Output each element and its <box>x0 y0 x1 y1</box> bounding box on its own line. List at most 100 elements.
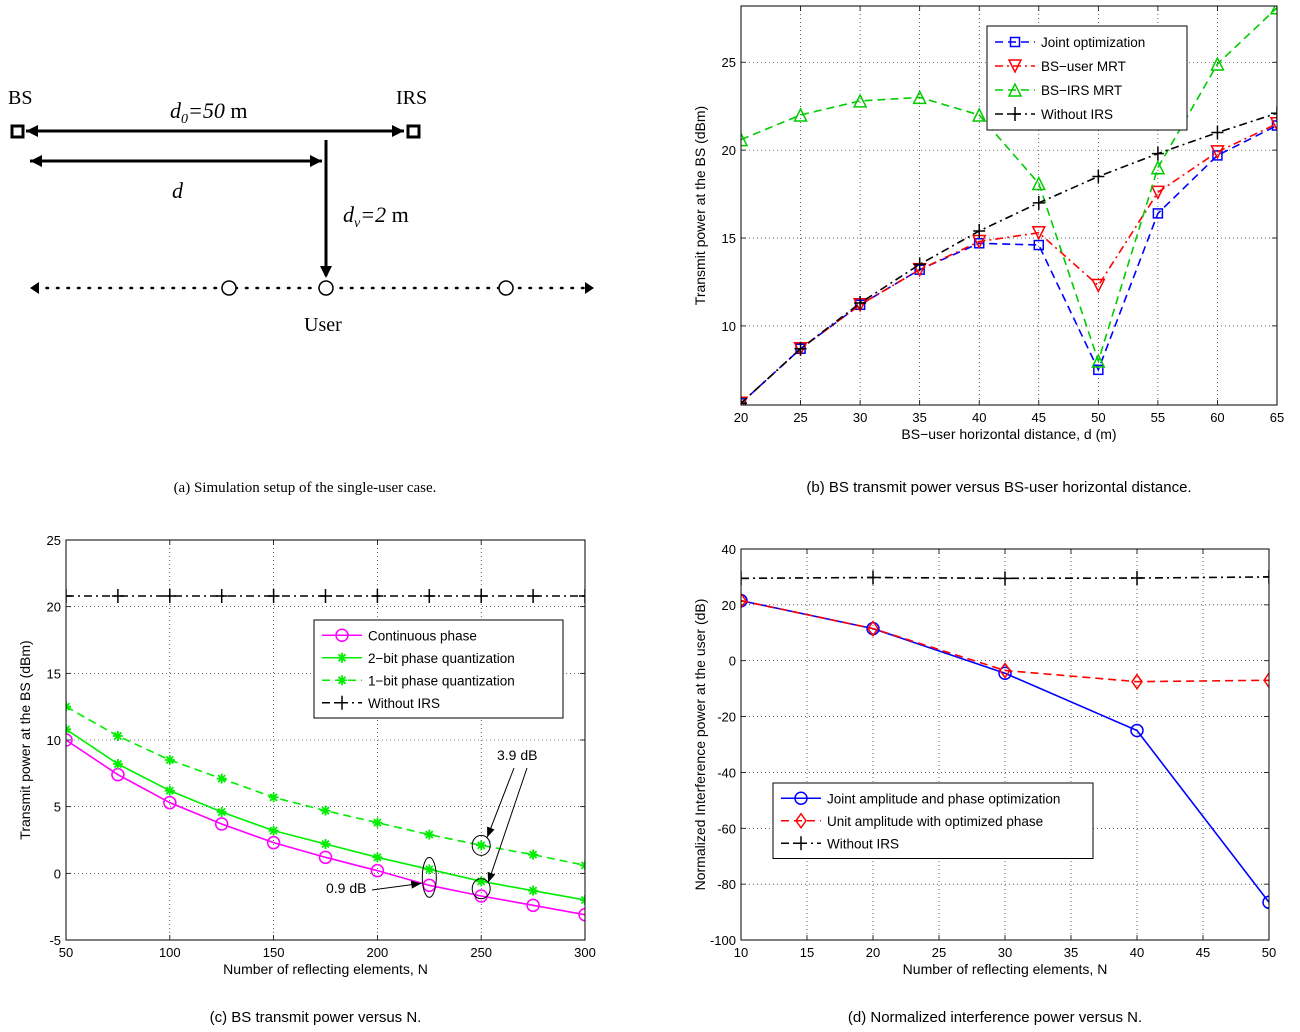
data-point-without-irs <box>1131 571 1143 586</box>
data-point-bs-irs-mrt <box>1031 175 1046 191</box>
d-label: d <box>172 178 184 203</box>
x-tick-label: 60 <box>1210 410 1224 425</box>
data-point-without-irs <box>319 589 332 603</box>
y-tick-label: 25 <box>722 55 736 70</box>
legend-marker-continuous-phase <box>335 628 349 642</box>
bs-label: BS <box>8 87 32 109</box>
data-point-continuous-phase <box>318 850 333 865</box>
data-point-without-irs <box>527 589 540 603</box>
data-point-without-irs <box>1271 106 1277 121</box>
y-tick-label: -100 <box>710 933 736 948</box>
y-tick-label: 20 <box>722 598 736 613</box>
data-point-without-irs <box>267 589 280 603</box>
legend-marker-without-irs <box>1009 107 1021 121</box>
series-1-bit-phase-quantization <box>66 701 585 871</box>
data-point-bs-irs-mrt <box>741 131 749 147</box>
data-point-without-irs <box>1092 169 1105 184</box>
x-tick-label: 65 <box>1270 410 1284 425</box>
y-tick-label: 0 <box>729 654 736 669</box>
data-point-bs-user-mrt <box>1031 225 1046 241</box>
x-tick-label: 50 <box>1091 410 1105 425</box>
data-point-without-irs <box>867 570 879 585</box>
y-tick-label: -5 <box>49 933 61 948</box>
plot-frame <box>65 539 586 941</box>
annotation-ellipse <box>471 878 491 900</box>
data-point-joint-amplitude-and-phase-optimization <box>1130 723 1144 738</box>
y-tick-label: -60 <box>717 821 736 836</box>
data-point-without-irs <box>854 296 867 311</box>
data-point-1-bit-phase-quantization <box>372 817 383 828</box>
series-line-bs-irs-mrt <box>741 7 1277 364</box>
legend-label-1-bit-phase-quantization: 1−bit phase quantization <box>368 673 515 688</box>
legend-label-without-irs: Without IRS <box>368 696 440 711</box>
x-tick-label: 15 <box>800 945 814 960</box>
x-tick-label: 35 <box>912 410 926 425</box>
y-tick-label: -80 <box>717 877 736 892</box>
series-line-without-irs <box>741 112 1277 404</box>
user-label: User <box>304 314 342 336</box>
legend-marker-joint-optimization <box>1009 36 1021 48</box>
x-tick-label: 40 <box>972 410 986 425</box>
data-point-bs-irs-mrt <box>1269 6 1277 15</box>
data-point-bs-irs-mrt <box>1091 353 1106 368</box>
data-point-bs-user-mrt <box>1091 278 1106 294</box>
data-point-1-bit-phase-quantization <box>268 792 279 803</box>
data-point-bs-irs-mrt <box>972 107 987 122</box>
data-point-1-bit-phase-quantization <box>476 840 487 851</box>
annotation-arrow <box>486 767 515 838</box>
y-axis-label: Normalized Interference power at the use… <box>692 599 708 891</box>
data-point-without-irs <box>1263 569 1269 584</box>
data-point-without-irs <box>423 589 436 603</box>
d-arrow-left-head <box>30 155 42 167</box>
data-point-2-bit-phase-quantization <box>528 885 539 896</box>
irs-node <box>406 124 421 139</box>
series-line-joint-optimization <box>741 124 1277 404</box>
data-point-bs-irs-mrt <box>793 107 808 122</box>
chart-d-interference-vs-n: 10 15 20 25 30 35 40 45 50 -100 -80 -60 -40 -20 0 20 40 N… <box>692 542 1276 1026</box>
data-point-continuous-phase <box>66 733 73 747</box>
data-point-without-irs <box>111 589 124 603</box>
data-point-2-bit-phase-quantization <box>476 876 487 887</box>
data-point-bs-irs-mrt <box>1210 56 1225 71</box>
series-without-irs <box>741 106 1277 405</box>
x-axis-label: Number of reflecting elements, N <box>223 961 428 977</box>
data-point-1-bit-phase-quantization <box>112 731 123 741</box>
d-arrow-right-head <box>310 155 322 167</box>
legend-box <box>772 782 1094 859</box>
data-point-joint-optimization <box>1152 208 1164 219</box>
data-point-bs-user-mrt <box>1210 145 1225 160</box>
series-unit-amplitude-with-optimized-phase <box>741 592 1269 690</box>
data-point-without-irs <box>215 589 228 603</box>
legend-marker-bs-user-mrt <box>1007 59 1023 74</box>
legend-box <box>313 619 564 719</box>
data-point-2-bit-phase-quantization <box>372 852 383 863</box>
y-axis-label: Transmit power at the BS (dBm) <box>692 106 708 305</box>
user-position-marker <box>498 280 514 296</box>
y-tick-label: 15 <box>47 666 61 681</box>
data-point-without-irs <box>371 589 384 603</box>
series-joint-amplitude-and-phase-optimization <box>741 593 1269 910</box>
data-point-without-irs <box>163 589 176 603</box>
y-tick-label: 5 <box>54 800 61 815</box>
data-point-unit-amplitude-with-optimized-phase <box>867 620 879 637</box>
legend-label-without-irs: Without IRS <box>827 836 899 851</box>
x-tick-label: 20 <box>734 410 748 425</box>
data-point-2-bit-phase-quantization <box>164 785 175 796</box>
data-point-2-bit-phase-quantization <box>268 825 279 836</box>
data-point-without-irs <box>475 589 488 603</box>
track-right-head <box>585 282 594 294</box>
d0-arrow-right-head <box>392 125 404 137</box>
legend-label-without-irs: Without IRS <box>1041 107 1113 122</box>
annotation-arrowhead <box>487 826 495 838</box>
x-tick-label: 45 <box>1196 945 1210 960</box>
annotation-0-9-db: 0.9 dB <box>326 880 366 896</box>
data-point-continuous-phase <box>526 898 540 913</box>
irs-label: IRS <box>396 87 427 109</box>
annotation-ellipse <box>421 856 437 898</box>
data-point-without-irs <box>1211 125 1224 140</box>
x-tick-label: 40 <box>1130 945 1144 960</box>
data-point-2-bit-phase-quantization <box>320 839 331 849</box>
data-point-1-bit-phase-quantization <box>424 829 435 840</box>
data-point-joint-amplitude-and-phase-optimization <box>741 593 748 608</box>
plot-area <box>741 549 1269 940</box>
